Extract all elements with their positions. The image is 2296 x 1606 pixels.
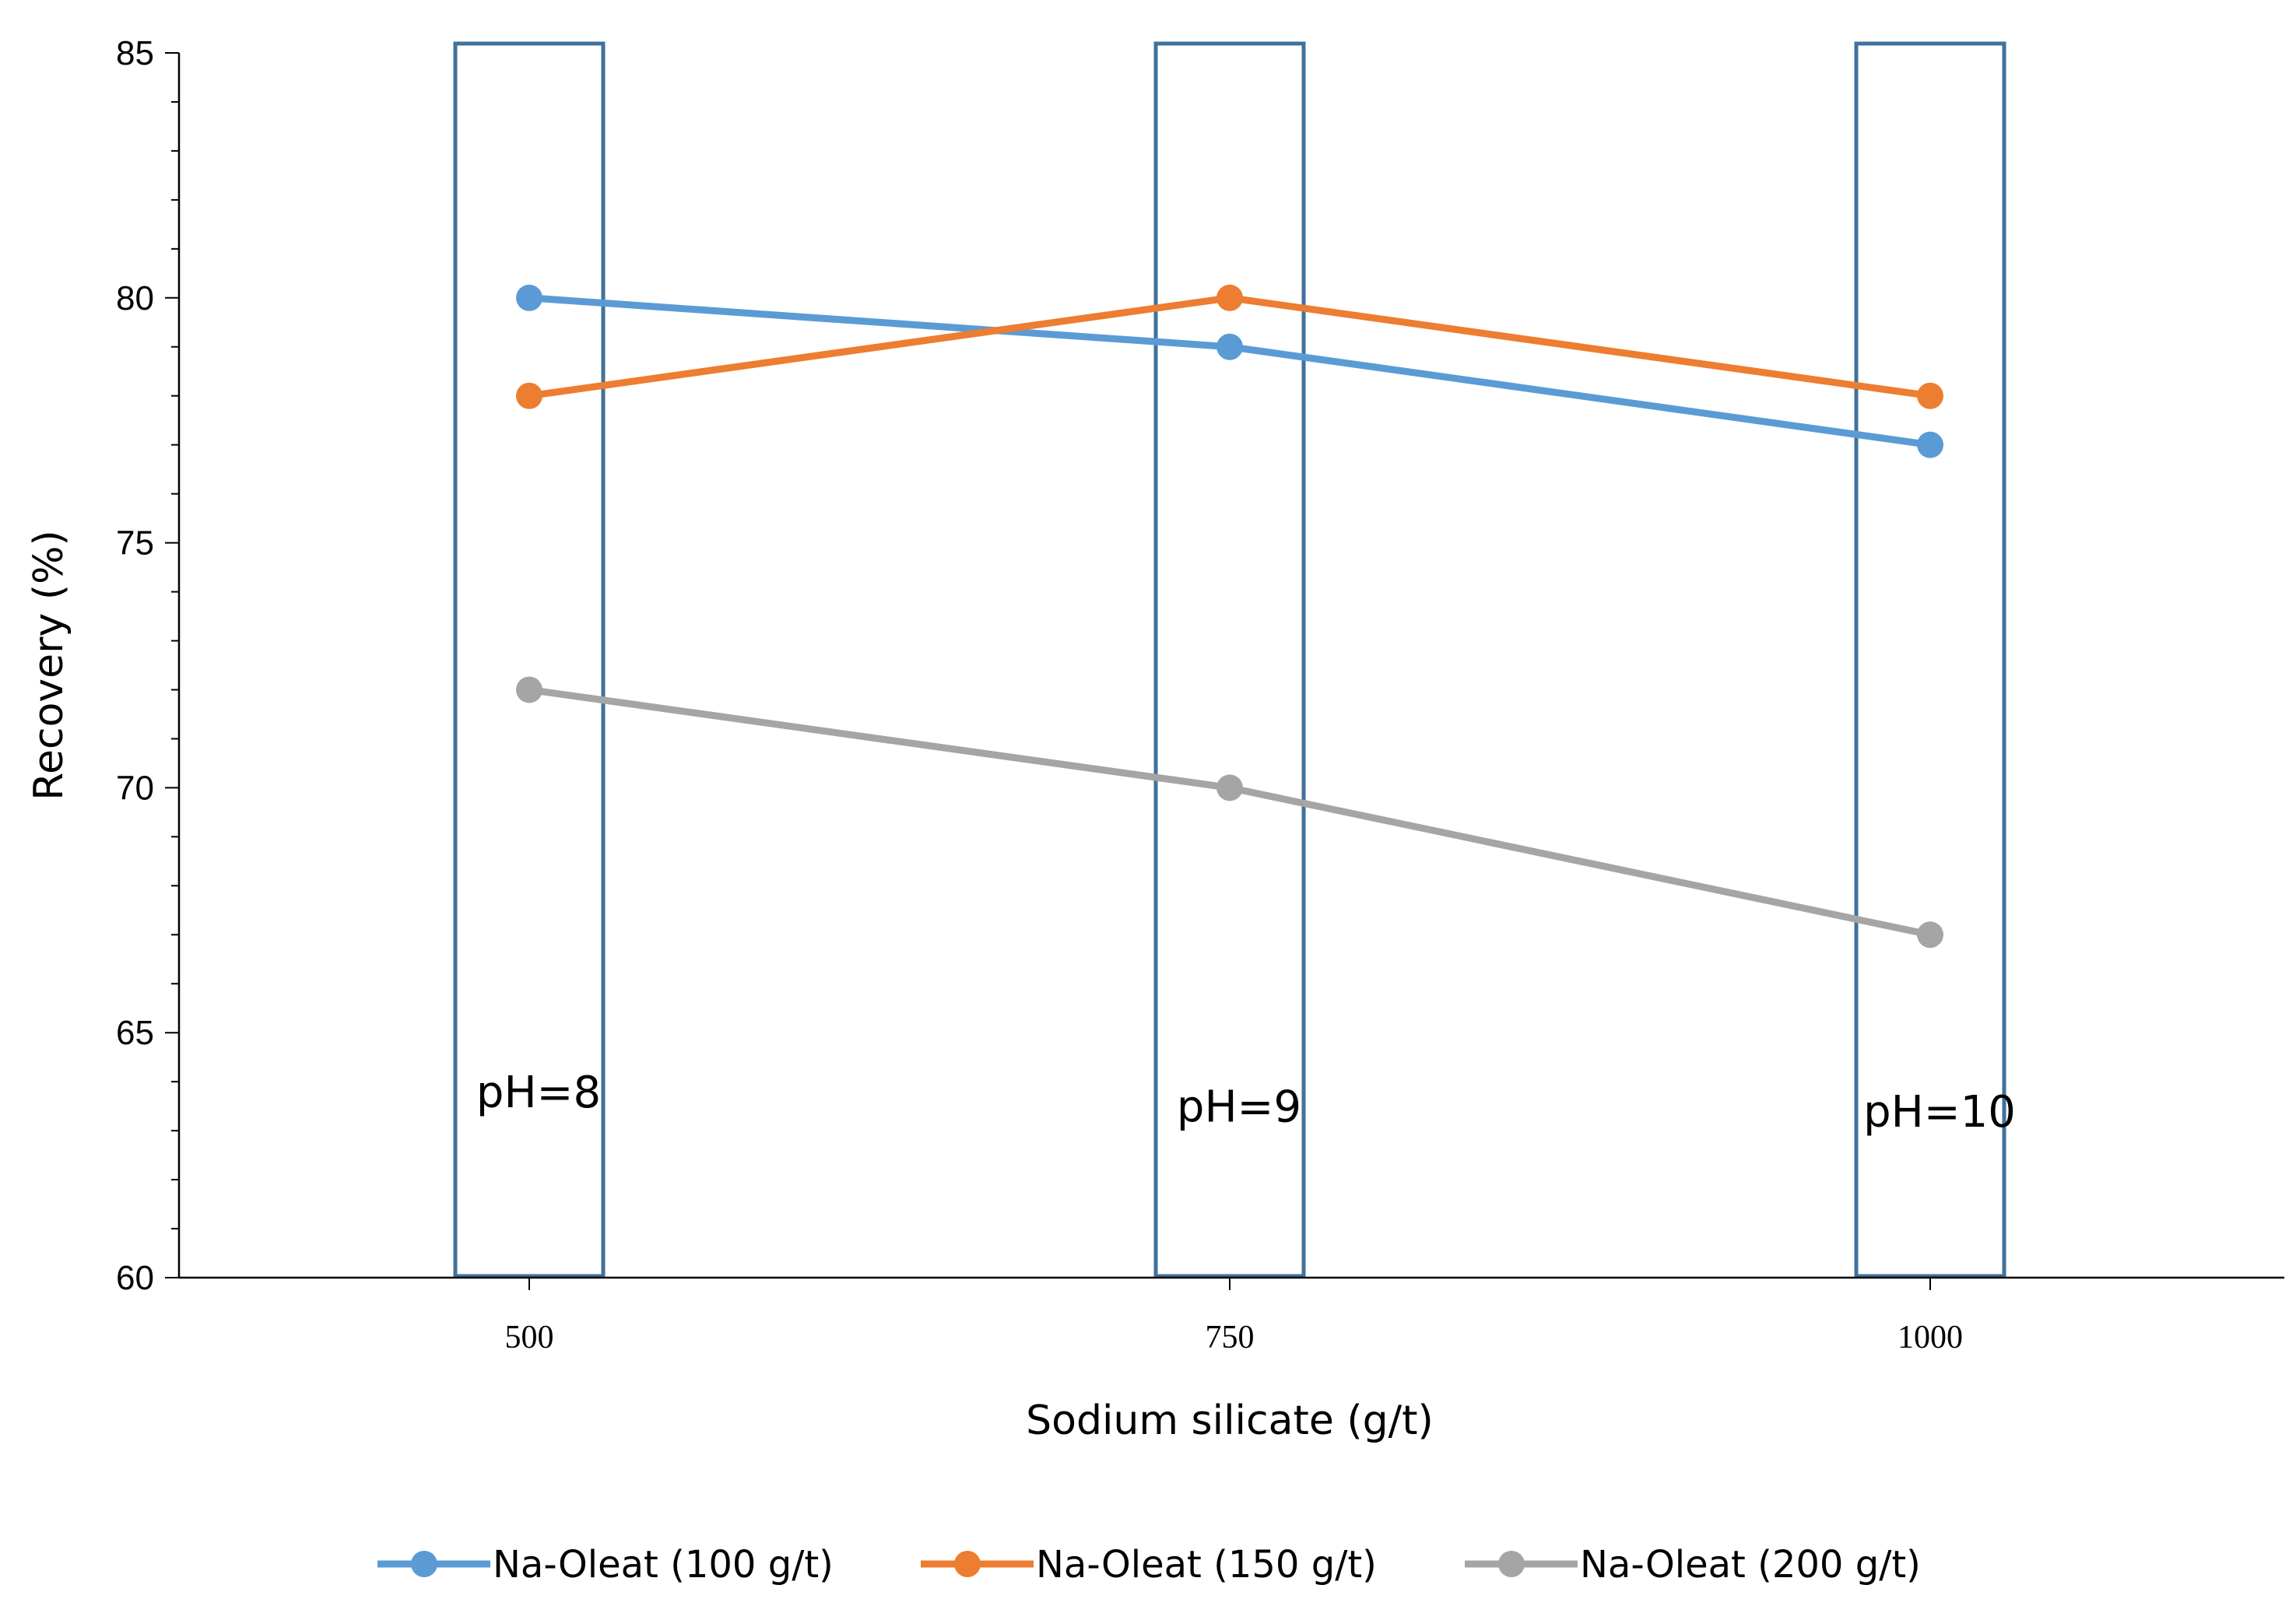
data-point [1917,382,1943,409]
series-line-3 [528,686,1931,938]
data-point [1216,333,1243,360]
y-tick-label: 60 [116,1259,154,1297]
data-point [1917,921,1943,949]
y-axis-title: Recovery (%) [26,530,72,801]
ph-boxes [453,41,2006,1278]
ph-label: pH=8 [476,1068,601,1118]
x-tick-label: 500 [505,1320,554,1355]
legend-marker [954,1551,981,1577]
series-layer [516,284,1943,949]
y-tick-label: 75 [116,524,154,563]
legend-marker [411,1551,437,1577]
y-tick-label: 70 [116,769,154,807]
x-tick-label: 1000 [1898,1320,1963,1355]
data-point [516,676,542,703]
data-point [516,382,542,409]
legend-marker [1498,1551,1525,1577]
y-tick-label: 65 [116,1014,154,1052]
series-line-1 [528,294,1931,449]
x-axis-title: Sodium silicate (g/t) [1026,1397,1434,1444]
legend-label: Na-Oleat (200 g/t) [1580,1543,1921,1587]
legend-label: Na-Oleat (150 g/t) [1036,1543,1377,1587]
legend-label: Na-Oleat (100 g/t) [493,1543,834,1587]
x-tick-label: 750 [1206,1320,1255,1355]
ph-box-1000 [1854,41,2006,1278]
data-point [1216,284,1243,311]
data-point [1917,431,1943,458]
ph-label: pH=9 [1177,1082,1301,1133]
annotations: pH=8 pH=9 pH=10 [476,1068,2016,1138]
data-point [516,284,542,311]
y-tick-label: 85 [116,34,154,72]
ph-box-500 [453,41,606,1278]
ph-label: pH=10 [1863,1087,2016,1138]
ph-box-750 [1153,41,1306,1278]
axes: 60 65 70 75 80 85 500 750 1000 [116,34,2284,1355]
y-tick-label: 80 [116,279,154,317]
data-point [1216,774,1243,801]
legend: Na-Oleat (100 g/t) Na-Oleat (150 g/t) Na-O… [377,1543,1921,1587]
